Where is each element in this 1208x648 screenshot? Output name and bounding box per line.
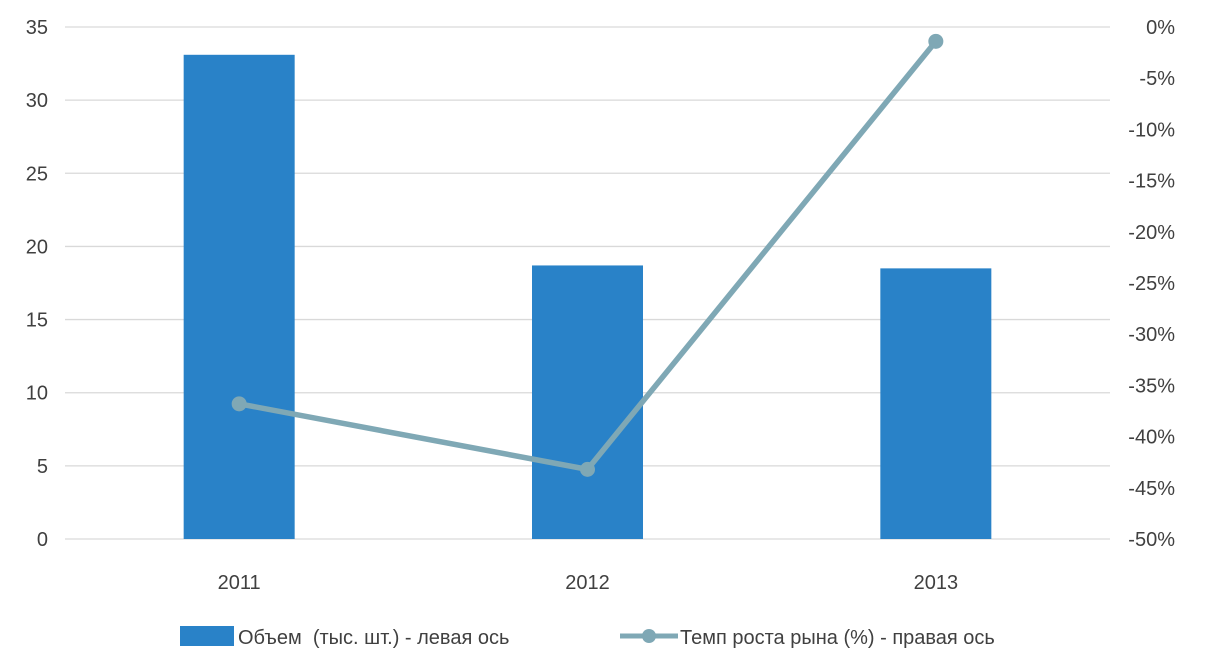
left-tick-label: 25 bbox=[26, 163, 48, 185]
legend: Объем (тыс. шт.) - левая ось Темп роста … bbox=[180, 626, 995, 648]
right-tick-label: -30% bbox=[1128, 324, 1175, 346]
line-point bbox=[928, 33, 944, 49]
left-tick-label: 20 bbox=[26, 236, 48, 258]
bar bbox=[880, 268, 992, 539]
line-series bbox=[231, 33, 944, 477]
category-axis: 2011 2012 2013 bbox=[218, 572, 958, 594]
legend-bar-label: Объем (тыс. шт.) - левая ось bbox=[238, 627, 509, 648]
right-tick-label: -45% bbox=[1128, 478, 1175, 500]
right-tick-label: -50% bbox=[1128, 529, 1175, 551]
right-axis: -50% -45% -40% -35% -30% -25% -20% -15% -10% -5% 0… bbox=[1128, 17, 1175, 551]
right-tick-label: -5% bbox=[1139, 68, 1175, 90]
right-tick-label: 0% bbox=[1146, 17, 1175, 39]
legend-bar-swatch bbox=[180, 626, 234, 646]
legend-line-label: Темп роста рына (%) - правая ось bbox=[680, 627, 995, 648]
line-point bbox=[580, 461, 595, 477]
left-tick-label: 5 bbox=[37, 456, 48, 478]
right-tick-label: -20% bbox=[1128, 222, 1175, 244]
right-tick-label: -40% bbox=[1128, 427, 1175, 449]
line-point bbox=[231, 396, 247, 412]
left-tick-label: 10 bbox=[26, 383, 48, 405]
left-tick-label: 0 bbox=[37, 529, 48, 551]
category-label: 2013 bbox=[914, 572, 959, 594]
right-tick-label: -25% bbox=[1128, 273, 1175, 295]
left-tick-label: 15 bbox=[26, 310, 48, 332]
category-label: 2011 bbox=[218, 572, 261, 594]
left-tick-label: 35 bbox=[26, 17, 48, 39]
right-tick-label: -15% bbox=[1128, 171, 1175, 193]
bar bbox=[183, 54, 295, 540]
legend-line-marker bbox=[642, 629, 656, 643]
left-tick-label: 30 bbox=[26, 90, 48, 112]
left-axis: 0 5 10 15 20 25 30 35 bbox=[26, 17, 48, 551]
category-label: 2012 bbox=[565, 572, 610, 594]
right-tick-label: -10% bbox=[1128, 119, 1175, 141]
right-tick-label: -35% bbox=[1128, 375, 1175, 397]
bar bbox=[532, 265, 643, 539]
bar-series bbox=[183, 54, 992, 540]
